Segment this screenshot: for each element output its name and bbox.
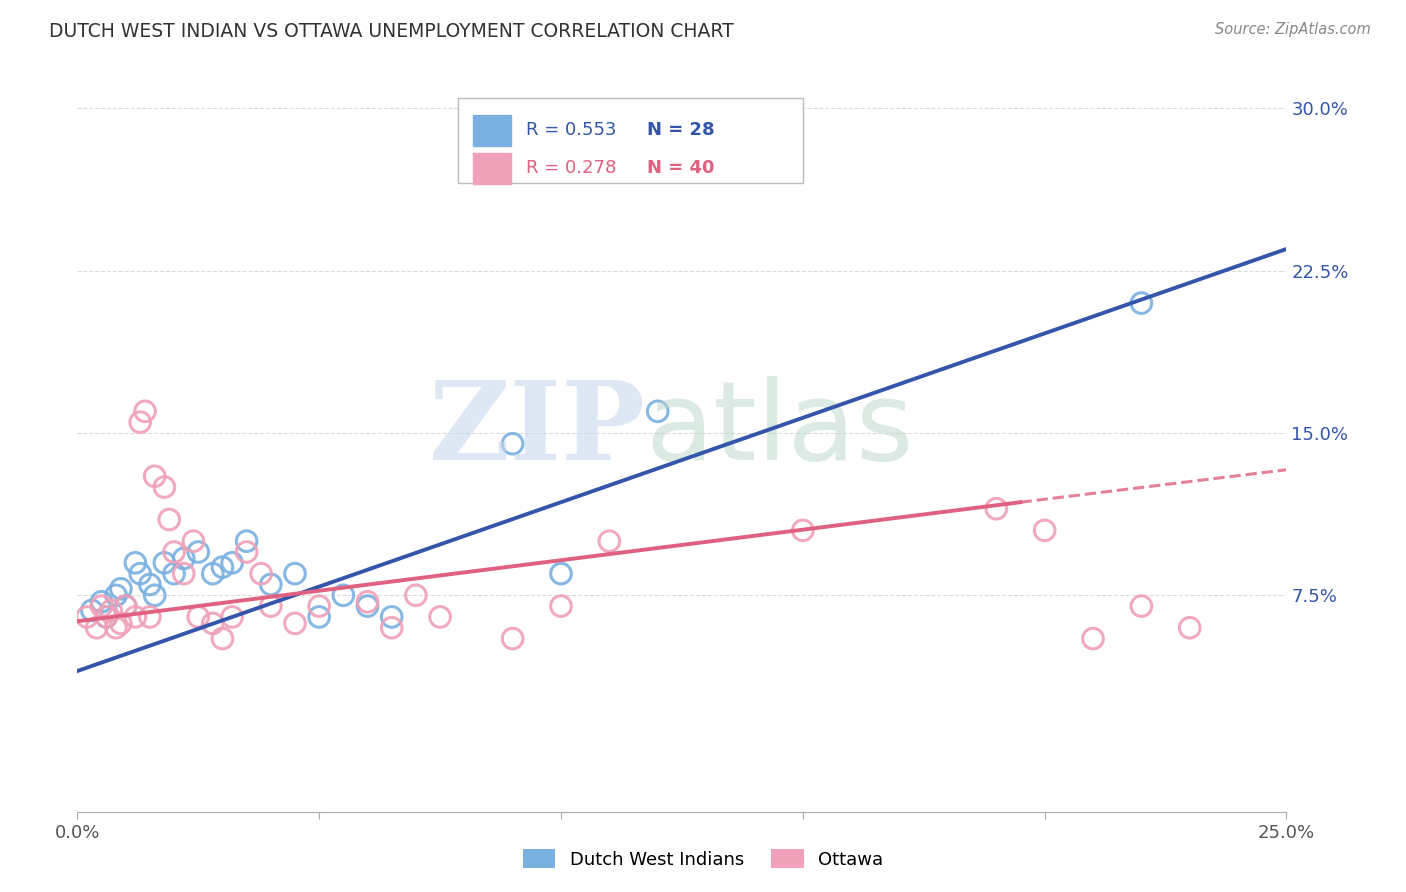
Point <box>153 556 176 570</box>
Text: atlas: atlas <box>645 376 914 483</box>
Point <box>187 545 209 559</box>
Point <box>308 610 330 624</box>
Point <box>986 501 1008 516</box>
Point <box>183 534 205 549</box>
Point <box>96 610 118 624</box>
Point <box>114 599 136 613</box>
Text: R = 0.278: R = 0.278 <box>526 159 616 178</box>
Point <box>598 534 620 549</box>
Point <box>1130 599 1153 613</box>
Text: Source: ZipAtlas.com: Source: ZipAtlas.com <box>1215 22 1371 37</box>
Point <box>1178 621 1201 635</box>
Point <box>502 437 524 451</box>
Point <box>260 577 283 591</box>
Point <box>235 534 257 549</box>
Point <box>139 610 162 624</box>
Text: N = 28: N = 28 <box>647 121 714 139</box>
Text: R = 0.553: R = 0.553 <box>526 121 616 139</box>
Point <box>260 599 283 613</box>
Point <box>139 577 162 591</box>
Point <box>163 545 186 559</box>
Point <box>235 545 257 559</box>
Point <box>284 566 307 581</box>
Legend: Dutch West Indians, Ottawa: Dutch West Indians, Ottawa <box>517 844 889 874</box>
Point <box>143 588 166 602</box>
Point <box>163 566 186 581</box>
Point <box>284 616 307 631</box>
Point <box>86 621 108 635</box>
Point <box>76 610 98 624</box>
Point <box>356 599 378 613</box>
Text: ZIP: ZIP <box>429 376 645 483</box>
Point <box>143 469 166 483</box>
Point <box>201 566 224 581</box>
FancyBboxPatch shape <box>458 98 803 183</box>
Point <box>550 599 572 613</box>
Point <box>1081 632 1104 646</box>
Text: DUTCH WEST INDIAN VS OTTAWA UNEMPLOYMENT CORRELATION CHART: DUTCH WEST INDIAN VS OTTAWA UNEMPLOYMENT… <box>49 22 734 41</box>
Point <box>221 610 243 624</box>
Point <box>250 566 273 581</box>
Point <box>1033 524 1056 538</box>
Point <box>381 621 404 635</box>
Point <box>114 599 136 613</box>
Point <box>110 582 132 596</box>
Point <box>124 610 146 624</box>
Point <box>221 556 243 570</box>
Point <box>550 566 572 581</box>
Point <box>129 566 152 581</box>
Point <box>429 610 451 624</box>
Point <box>1130 296 1153 310</box>
Point <box>90 595 112 609</box>
Point <box>187 610 209 624</box>
Point <box>105 621 128 635</box>
Point <box>134 404 156 418</box>
Point <box>80 603 103 617</box>
Point <box>96 610 118 624</box>
Point <box>201 616 224 631</box>
Point <box>647 404 669 418</box>
Point <box>173 551 195 566</box>
Point <box>405 588 427 602</box>
Point <box>502 632 524 646</box>
Point <box>332 588 354 602</box>
Bar <box>472 153 512 184</box>
Point <box>157 512 180 526</box>
Point <box>173 566 195 581</box>
Point <box>124 556 146 570</box>
Point <box>100 603 122 617</box>
Point <box>211 560 233 574</box>
Bar <box>472 114 512 145</box>
Point <box>792 524 814 538</box>
Point <box>381 610 404 624</box>
Point <box>153 480 176 494</box>
Point <box>356 595 378 609</box>
Point <box>129 415 152 429</box>
Point <box>90 599 112 613</box>
Point <box>110 616 132 631</box>
Point <box>308 599 330 613</box>
Point <box>105 588 128 602</box>
Text: N = 40: N = 40 <box>647 159 714 178</box>
Point <box>211 632 233 646</box>
